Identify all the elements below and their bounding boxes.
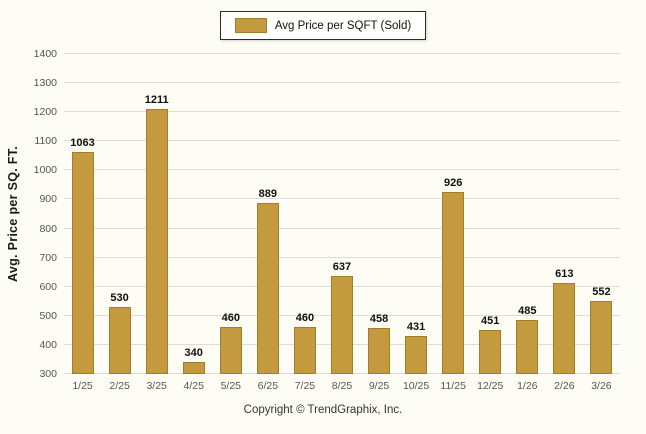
bar-column: 460 [286,54,323,374]
bar [516,320,539,374]
bar-column: 1063 [64,54,101,374]
copyright-text: Copyright © TrendGraphix, Inc. [243,404,403,416]
x-tick-label: 9/25 [368,380,390,392]
legend: Avg Price per SQFT (Sold) [219,11,427,40]
bar-column: 460 [212,54,249,374]
bar-value-label: 530 [110,292,129,305]
bar-value-label: 431 [406,320,426,333]
bar-value-label: 485 [518,305,537,318]
bar-value-label: 458 [369,313,389,326]
bar-value-label: 460 [221,312,240,325]
y-tick-label: 500 [39,309,57,322]
bar-value-label: 460 [295,312,315,325]
bar [293,327,316,374]
y-tick-label: 600 [39,280,57,293]
bar-value-label: 1063 [70,137,95,150]
y-tick-label: 1200 [33,106,57,119]
y-tick-label: 900 [39,193,57,206]
bar [71,152,94,374]
bar-column: 889 [249,54,286,374]
bar [219,327,242,374]
x-tick-label: 2/26 [554,380,575,392]
y-tick-label: 1400 [33,48,57,60]
bar-column: 340 [175,54,212,374]
x-tick-label: 1/25 [72,380,93,392]
chart-zone: Avg. Price per SQ. FT. 300 400 500 600 700 80… [0,48,646,380]
x-tick-label: 10/25 [402,380,430,392]
y-tick-label: 1100 [34,135,57,148]
bar [330,275,353,374]
gridline [64,82,620,84]
bar-column: 613 [546,54,583,374]
plot-area: 1063 530 1211 340 460 889 460 637 458 431 926 451 48… [64,53,620,374]
y-tick-label: 700 [39,251,57,264]
x-tick-label: 8/25 [331,380,353,392]
x-tick-label: 5/25 [220,380,241,392]
bar-column: 458 [361,54,398,374]
y-axis-title: Avg. Price per SQ. FT. [6,145,20,283]
bar-column: 451 [472,54,509,374]
bar-column: 431 [398,54,435,374]
bar [368,328,391,374]
gridline [64,111,620,113]
bar-column: 637 [323,54,360,374]
legend-row: Avg Price per SQFT (Sold) [0,0,646,40]
legend-label: Avg Price per SQFT (Sold) [274,19,412,32]
bar-value-label: 1211 [144,93,169,106]
legend-swatch-icon [234,18,267,33]
bar-value-label: 889 [258,187,278,200]
bar-value-label: 451 [481,315,500,328]
bar [256,202,279,374]
y-tick-label: 400 [39,338,57,351]
bar-value-label: 637 [332,260,352,273]
gridline [64,256,620,258]
y-tick-label: 800 [39,222,57,235]
bar-column: 926 [435,54,472,374]
y-tick-label: 300 [39,368,57,380]
x-tick-label: 1/26 [517,380,538,392]
bar-value-label: 552 [592,285,611,298]
bar-column: 552 [583,54,620,374]
bar [405,335,428,374]
gridline [64,140,620,142]
x-tick-label: 12/25 [477,380,504,392]
bar-column: 1211 [138,54,175,374]
y-tick-label: 1000 [33,164,57,177]
bar [553,282,576,374]
bar-value-label: 340 [184,347,203,360]
bar [479,330,502,374]
bar-column: 530 [101,54,138,374]
bar [182,362,205,374]
y-axis-ticks: 300 400 500 600 700 800 900 1000 1100 1200 1300 140… [26,48,64,380]
x-tick-label: 3/26 [591,380,612,392]
bar [108,307,131,374]
bar [442,191,465,374]
x-axis-ticks: 1/25 2/25 3/25 4/25 5/25 6/25 7/25 8/25 9/25 10/2… [64,380,620,392]
x-tick-label: 3/25 [146,380,167,392]
bar [590,300,613,374]
bar-value-label: 613 [555,267,574,280]
gridline [64,169,620,171]
x-tick-label: 11/25 [440,380,466,392]
bar [145,108,168,374]
gridline [64,198,620,200]
x-tick-label: 2/25 [109,380,130,392]
gridline [64,227,620,229]
x-tick-label: 6/25 [257,380,279,392]
x-tick-label: 4/25 [183,380,204,392]
gridline [64,53,620,54]
bar-column: 485 [509,54,546,374]
bar-value-label: 926 [443,176,463,189]
y-tick-label: 1300 [33,77,57,90]
x-tick-label: 7/25 [294,380,316,392]
